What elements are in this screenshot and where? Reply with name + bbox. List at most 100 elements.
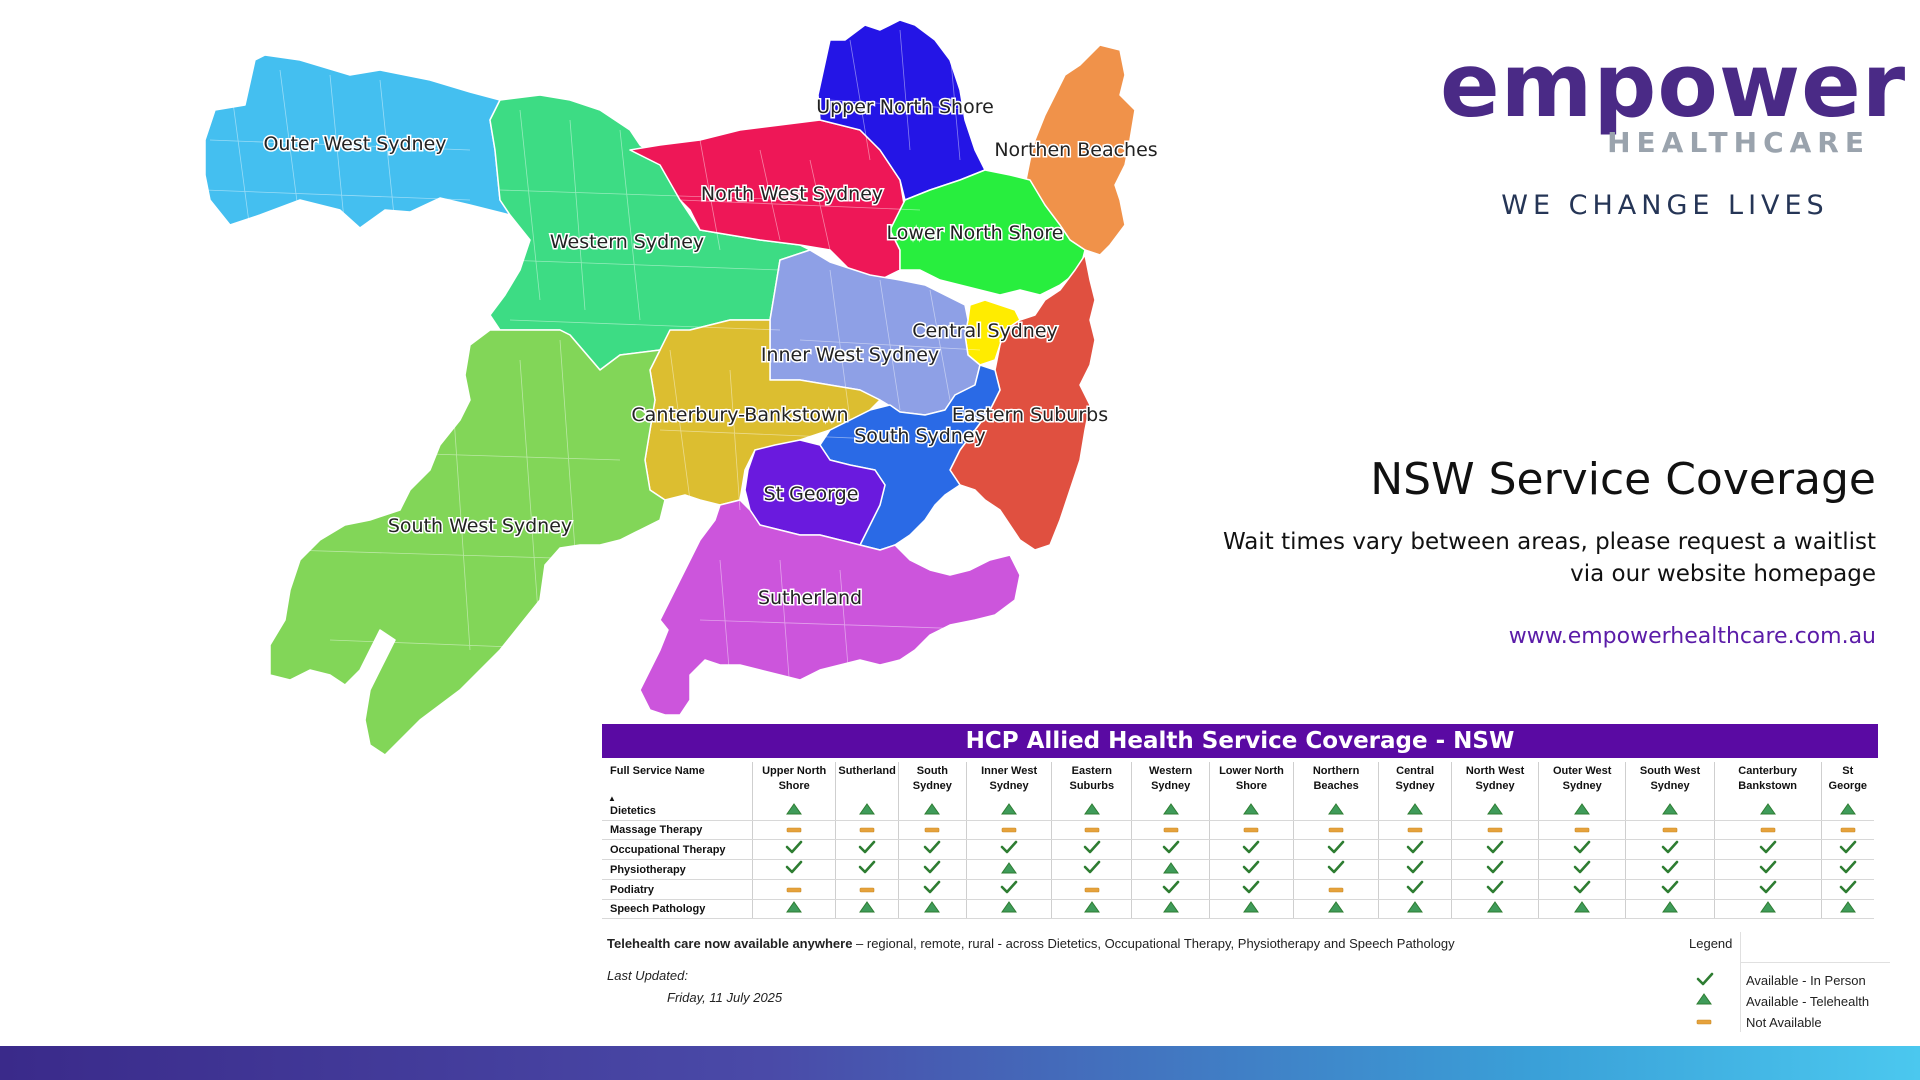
column-header-canterbury-bankstown[interactable]: Canterbury Bankstown — [1713, 762, 1822, 802]
check-icon — [1696, 972, 1714, 989]
coverage-cell — [1625, 859, 1715, 880]
check-icon — [1000, 840, 1018, 858]
not-available-bar-icon — [1328, 881, 1344, 898]
last-updated-label: Last Updated: — [607, 968, 688, 983]
not-available-bar-icon — [1001, 821, 1017, 838]
not-available-bar-icon — [786, 881, 802, 898]
column-header-upper-north-shore[interactable]: Upper North Shore — [751, 762, 836, 802]
coverage-cell — [897, 839, 967, 860]
coverage-cell — [1208, 839, 1294, 860]
telehealth-triangle-icon — [1328, 900, 1345, 917]
region-label-eastern-suburbs: Eastern Suburbs — [952, 404, 1108, 426]
column-header-st-george[interactable]: St George — [1820, 762, 1874, 802]
telehealth-triangle-icon — [1574, 802, 1591, 819]
coverage-cell — [1051, 879, 1132, 900]
table-row: Podiatry — [602, 879, 1874, 900]
region-label-lower-north-shore: Lower North Shore — [887, 222, 1064, 244]
column-header-eastern-suburbs[interactable]: Eastern Suburbs — [1051, 762, 1132, 802]
column-header-western-sydney[interactable]: Western Sydney — [1131, 762, 1210, 802]
coverage-cell — [1208, 879, 1294, 900]
check-icon — [785, 840, 803, 858]
service-name: Occupational Therapy — [602, 839, 753, 860]
legend-title: Legend — [1689, 936, 1733, 951]
region-label-central-sydney: Central Sydney — [912, 320, 1058, 342]
sort-ascending-icon[interactable]: ▲ — [608, 794, 616, 803]
wait-line-2: via our website homepage — [1570, 561, 1876, 587]
suburb-boundaries — [204, 29, 1001, 691]
check-icon — [1406, 880, 1424, 898]
telehealth-triangle-icon — [1662, 802, 1678, 819]
column-header-sutherland[interactable]: Sutherland — [835, 762, 899, 802]
telehealth-triangle-icon — [1839, 802, 1856, 819]
telehealth-triangle-icon — [924, 802, 941, 819]
check-icon — [923, 880, 941, 898]
coverage-cell — [1051, 839, 1132, 860]
coverage-cell — [1378, 802, 1452, 821]
region-label-north-west-sydney: North West Sydney — [701, 183, 883, 205]
coverage-cell — [965, 802, 1052, 821]
not-available-bar-icon — [1163, 821, 1179, 838]
coverage-cell — [835, 820, 899, 840]
check-icon — [1486, 880, 1504, 898]
legend-item-not-available: Not Available — [1676, 1012, 1890, 1033]
telehealth-triangle-icon — [1001, 861, 1018, 878]
check-icon — [1661, 860, 1679, 878]
region-label-inner-west-sydney: Inner West Sydney — [761, 344, 939, 366]
column-header-service[interactable]: Full Service Name ▲ — [602, 762, 753, 803]
coverage-cell — [965, 859, 1052, 880]
column-header-south-west-sydney[interactable]: South West Sydney — [1625, 762, 1715, 802]
check-icon — [1573, 860, 1591, 878]
region-label-upper-north-shore: Upper North Shore — [816, 96, 994, 118]
coverage-cell — [1713, 802, 1822, 821]
column-header-lower-north-shore[interactable]: Lower North Shore — [1208, 762, 1294, 802]
telehealth-note-rest: – regional, remote, rural - across Diete… — [852, 936, 1455, 951]
column-header-inner-west-sydney[interactable]: Inner West Sydney — [965, 762, 1052, 802]
coverage-cell — [1450, 899, 1539, 919]
coverage-cell — [751, 899, 836, 919]
check-icon — [1000, 880, 1018, 898]
column-header-outer-west-sydney[interactable]: Outer West Sydney — [1538, 762, 1626, 802]
website-link[interactable]: www.empowerhealthcare.com.au — [1508, 624, 1876, 649]
column-header-northern-beaches[interactable]: Northern Beaches — [1292, 762, 1379, 802]
coverage-cell — [1820, 879, 1874, 900]
telehealth-triangle-icon — [1243, 900, 1260, 917]
telehealth-triangle-icon — [1839, 900, 1856, 917]
region-label-northern-beaches: Northen Beaches — [994, 139, 1157, 161]
telehealth-triangle-icon — [1759, 802, 1776, 819]
check-icon — [1661, 840, 1679, 858]
coverage-cell — [1625, 820, 1715, 840]
coverage-cell — [1625, 802, 1715, 821]
legend-item-telehealth: Available - Telehealth — [1676, 991, 1890, 1012]
wait-times-note: Wait times vary between areas, please re… — [1156, 526, 1876, 590]
check-icon — [1406, 860, 1424, 878]
column-header-central-sydney[interactable]: Central Sydney — [1378, 762, 1452, 802]
empower-logo: empower HEALTHCARE — [1440, 40, 1905, 160]
region-label-sutherland: Sutherland — [758, 587, 862, 609]
coverage-cell — [1538, 859, 1626, 880]
coverage-cell — [1378, 820, 1452, 840]
coverage-cell — [897, 820, 967, 840]
not-available-bar-icon — [1696, 1014, 1712, 1029]
not-available-bar-icon — [1407, 821, 1423, 838]
not-available-bar-icon — [859, 821, 875, 838]
not-available-bar-icon — [859, 881, 875, 898]
column-header-south-sydney[interactable]: South Sydney — [897, 762, 967, 802]
coverage-cell — [897, 899, 967, 919]
legend-label: Available - In Person — [1746, 973, 1866, 988]
check-icon — [923, 860, 941, 878]
coverage-cell — [1713, 859, 1822, 880]
check-icon — [1839, 860, 1857, 878]
legend-item-in-person: Available - In Person — [1676, 970, 1890, 991]
check-icon — [785, 860, 803, 878]
legend-divider — [1740, 932, 1741, 1032]
check-icon — [858, 840, 876, 858]
coverage-cell — [1131, 859, 1210, 880]
telehealth-triangle-icon — [1759, 900, 1776, 917]
column-header-north-west-sydney[interactable]: North West Sydney — [1450, 762, 1539, 802]
telehealth-triangle-icon — [1083, 802, 1100, 819]
coverage-cell — [1208, 899, 1294, 919]
coverage-cell — [1820, 899, 1874, 919]
telehealth-triangle-icon — [1001, 802, 1018, 819]
region-label-st-george: St George — [764, 483, 859, 505]
